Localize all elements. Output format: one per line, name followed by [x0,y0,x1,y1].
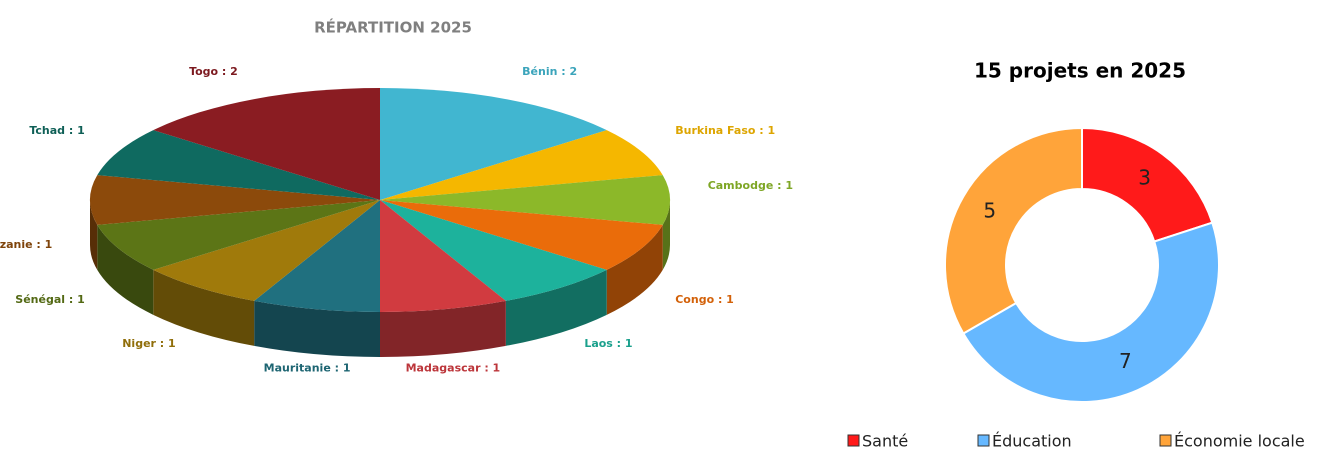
data-label: Cambodge : 1 [708,179,793,192]
slice-side [380,300,506,357]
legend-swatch [977,434,990,447]
slice [153,88,380,200]
data-label: Madagascar : 1 [406,361,501,374]
slice [89,175,381,225]
data-label: Sénégal : 1 [15,293,84,306]
legend-label: Éducation [992,432,1072,451]
legend-swatch [847,434,860,447]
slice-side [606,224,663,315]
donut-title: 15 projets en 2025 [974,59,1186,83]
legend-swatch [1159,434,1172,447]
slice-side [505,269,607,346]
slice [97,130,380,200]
data-label: Niger : 1 [122,337,175,350]
slice [97,200,380,270]
slice [380,130,663,200]
data-label: Bénin : 2 [522,65,577,78]
data-label: 3 [1138,165,1151,189]
data-label: 5 [983,198,996,222]
data-label: Laos : 1 [584,337,632,350]
donut-segment [961,221,1220,403]
slice [380,200,663,270]
data-label: Tanzanie : 1 [0,238,52,251]
slice [380,175,670,225]
data-label: Mauritanie : 1 [264,361,351,374]
slice [380,200,506,312]
slice [380,88,607,200]
slice-side [97,224,154,315]
legend-label: Économie locale [1174,432,1305,451]
slice-side [254,300,380,357]
data-label: Tchad : 1 [29,124,84,137]
data-label: Togo : 2 [189,65,238,78]
slice-side [662,200,670,270]
slice [153,200,380,301]
data-label: Congo : 1 [675,293,734,306]
slice [254,200,380,312]
donut-segment [944,126,1083,335]
data-label: 7 [1119,349,1132,373]
slice-side [153,269,255,346]
legend-label: Santé [862,432,908,451]
slice-side [90,200,98,270]
slice [380,200,607,301]
pie-title: RÉPARTITION 2025 [314,18,472,37]
data-label: Burkina Faso : 1 [675,124,775,137]
